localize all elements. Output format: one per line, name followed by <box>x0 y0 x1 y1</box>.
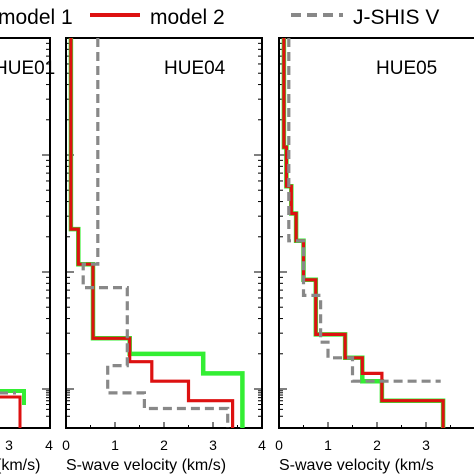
panel-hue01-xtick-4: 4 <box>45 437 53 453</box>
panel-hue05-frame <box>278 37 474 429</box>
panel-hue01-title: HUE01 <box>0 58 55 79</box>
panel-hue01: HUE01 3 4 (km/s) <box>0 37 55 474</box>
panel-hue04-title: HUE04 <box>164 58 226 79</box>
panel-hue05-xtick-2: 2 <box>373 437 381 453</box>
panel-hue04-xtick-4: 4 <box>258 437 266 453</box>
legend-label-model-1: model 1 <box>0 6 73 29</box>
panel-hue04-series-model-2 <box>69 38 235 428</box>
panel-hue04-series-j-shis-v <box>81 38 230 428</box>
panel-hue05-xtick-0: 0 <box>275 437 283 453</box>
panel-hue04-xticks: 0 1 2 3 4 <box>62 422 266 453</box>
panel-hue05-series-model-2 <box>282 38 445 428</box>
panel-hue05-title: HUE05 <box>376 58 437 79</box>
panel-hue01-xtick-3: 3 <box>5 437 13 453</box>
panel-hue04-ticks <box>66 42 262 429</box>
panel-hue04-xtick-1: 1 <box>111 437 119 453</box>
legend-label-model-2: model 2 <box>150 6 225 29</box>
panel-hue04-xlabel: S-wave velocity (km/s) <box>66 457 226 474</box>
panel-hue04-xtick-3: 3 <box>209 437 217 453</box>
panel-hue05-series <box>281 38 446 428</box>
panel-hue01-series-model-1 <box>0 389 26 405</box>
panel-hue05-xtick-3: 3 <box>422 437 430 453</box>
panel-hue05-ticks <box>279 42 287 429</box>
panel-hue05-xlabel: S-wave velocity (km/s <box>279 457 434 474</box>
panel-hue05-xtick-1: 1 <box>324 437 332 453</box>
panel-hue01-series-model-2 <box>0 395 22 428</box>
panel-hue05-series-j-shis-v <box>287 38 441 383</box>
panel-hue04-xtick-0: 0 <box>62 437 70 453</box>
panel-hue01-xlabel: (km/s) <box>0 457 40 474</box>
panel-hue04-frame <box>65 37 263 429</box>
panel-hue04: HUE04 0 1 2 3 4 S-wave velocity (km/s) <box>62 37 266 474</box>
panel-hue05: HUE05 0 1 2 3 S-wave velocity (km/s <box>275 37 474 474</box>
legend: model 1 model 2 J-SHIS V <box>0 6 439 29</box>
legend-label-jshis: J-SHIS V <box>353 6 439 29</box>
panel-hue04-series <box>68 38 245 428</box>
panel-hue01-ticks <box>42 42 50 429</box>
panel-hue05-xticks: 0 1 2 3 <box>275 422 451 453</box>
panel-hue04-xtick-2: 2 <box>160 437 168 453</box>
panel-hue01-frame <box>0 37 51 429</box>
